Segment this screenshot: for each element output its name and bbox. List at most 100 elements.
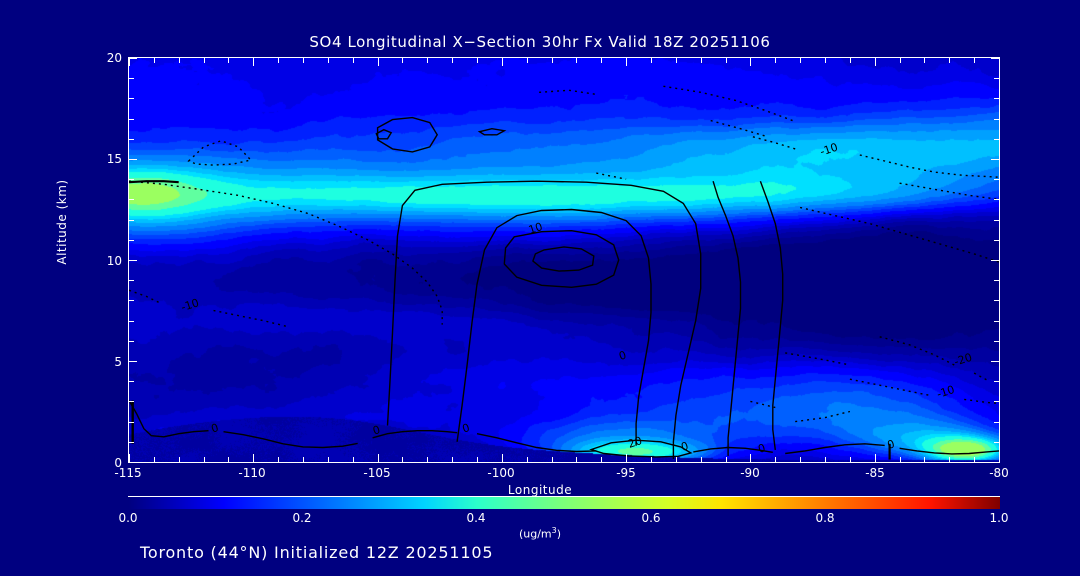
x-axis-tick — [253, 58, 255, 66]
x-axis-tick — [849, 58, 851, 63]
x-axis-tick — [253, 454, 255, 462]
x-axis-tick — [278, 457, 280, 462]
x-axis-tick — [178, 58, 180, 63]
x-axis-tick — [800, 58, 802, 63]
y-axis-tick — [129, 421, 134, 423]
y-axis-tick — [994, 138, 999, 140]
x-axis-tick — [129, 58, 130, 66]
y-axis-tick — [994, 340, 999, 342]
y-axis-tick — [129, 320, 134, 322]
colorbar-tick-label: 0.4 — [466, 511, 486, 525]
x-axis-tick — [849, 457, 851, 462]
y-axis-tick — [994, 401, 999, 403]
y-axis-tick — [129, 340, 134, 342]
xtick-label: -100 — [487, 466, 515, 480]
x-axis-tick — [750, 454, 752, 462]
x-axis-tick — [775, 457, 777, 462]
x-axis-tick — [551, 457, 553, 462]
y-axis-tick — [994, 320, 999, 322]
xtick-label: -80 — [989, 466, 1009, 480]
xtick-label: -105 — [363, 466, 391, 480]
y-axis-tick — [129, 300, 134, 302]
y-axis-tick — [129, 381, 134, 383]
x-axis-tick — [477, 58, 478, 63]
y-axis-tick — [129, 219, 134, 221]
x-axis-tick — [999, 58, 1000, 66]
x-axis-tick — [825, 58, 826, 63]
x-axis-tick — [949, 457, 951, 462]
y-axis-tick — [994, 199, 999, 201]
x-axis-tick — [452, 58, 454, 63]
y-axis-tick — [994, 280, 999, 282]
ytick-label: 0 — [114, 456, 122, 470]
y-axis-tick — [129, 78, 134, 80]
colorbar-units-label: (ug/m3) — [0, 526, 1080, 541]
y-axis-tick — [994, 78, 999, 80]
x-axis-tick — [626, 454, 628, 462]
x-axis-tick — [526, 58, 528, 63]
y-axis-tick — [129, 361, 137, 362]
y-axis-tick — [129, 118, 134, 120]
x-axis-tick — [327, 457, 329, 462]
y-axis-tick — [994, 300, 999, 302]
colorbar-tick-label: 0.0 — [118, 511, 138, 525]
y-axis-title: Altitude (km) — [55, 179, 69, 265]
x-axis-tick — [675, 58, 677, 63]
plot-area: -10 -10 -10 -20 10 0 0 0 0 20 0 0 0 — [128, 57, 1000, 463]
colorbar-tick-label: 0.6 — [641, 511, 661, 525]
y-axis-tick — [991, 462, 999, 463]
y-axis-tick — [994, 118, 999, 120]
x-axis-tick — [725, 58, 727, 63]
x-axis-tick — [874, 454, 876, 462]
x-axis-tick — [974, 58, 976, 63]
x-axis-tick — [924, 457, 926, 462]
x-axis-tick — [352, 457, 354, 462]
ytick-label: 5 — [114, 355, 122, 369]
x-axis-tick — [278, 58, 280, 63]
x-axis-tick — [203, 58, 205, 63]
x-axis-tick — [725, 457, 727, 462]
xtick-label: -110 — [238, 466, 266, 480]
ytick-label: 20 — [106, 51, 122, 65]
x-axis-tick — [377, 454, 379, 462]
y-axis-tick — [129, 179, 134, 181]
x-axis-tick — [153, 58, 155, 63]
x-axis-tick — [203, 457, 205, 462]
x-axis-tick — [800, 457, 802, 462]
x-axis-title: Longitude — [507, 483, 573, 497]
x-axis-tick — [402, 58, 404, 63]
xtick-label: -85 — [865, 466, 885, 480]
y-axis-tick — [994, 179, 999, 181]
x-axis-tick — [352, 58, 354, 63]
y-axis-tick — [129, 401, 134, 403]
y-axis-tick — [129, 138, 134, 140]
x-axis-tick — [974, 457, 976, 462]
y-axis-tick — [129, 462, 137, 463]
x-axis-tick — [675, 457, 677, 462]
y-axis-tick — [129, 199, 134, 201]
y-axis-tick — [991, 58, 999, 59]
x-axis-tick — [303, 457, 304, 462]
xtick-label: -90 — [740, 466, 760, 480]
y-axis-tick — [129, 441, 134, 443]
y-axis-tick — [994, 239, 999, 241]
x-axis-tick — [178, 457, 180, 462]
x-axis-tick — [576, 457, 578, 462]
colorbar — [128, 496, 1000, 509]
y-axis-tick — [994, 441, 999, 443]
x-axis-tick — [427, 58, 429, 63]
colorbar-tick-label: 0.8 — [815, 511, 835, 525]
y-axis-tick — [991, 260, 999, 261]
contour-fill-canvas — [129, 58, 999, 462]
x-axis-tick — [551, 58, 553, 63]
colorbar-units-exponent: 3 — [551, 526, 557, 535]
x-axis-tick — [899, 58, 901, 63]
xtick-label: -95 — [616, 466, 636, 480]
y-axis-tick — [994, 98, 999, 100]
x-axis-tick — [825, 457, 826, 462]
colorbar-tick-label: 0.2 — [292, 511, 312, 525]
y-axis-tick — [991, 361, 999, 362]
x-axis-tick — [626, 58, 628, 66]
x-axis-tick — [700, 58, 702, 63]
x-axis-tick — [427, 457, 429, 462]
